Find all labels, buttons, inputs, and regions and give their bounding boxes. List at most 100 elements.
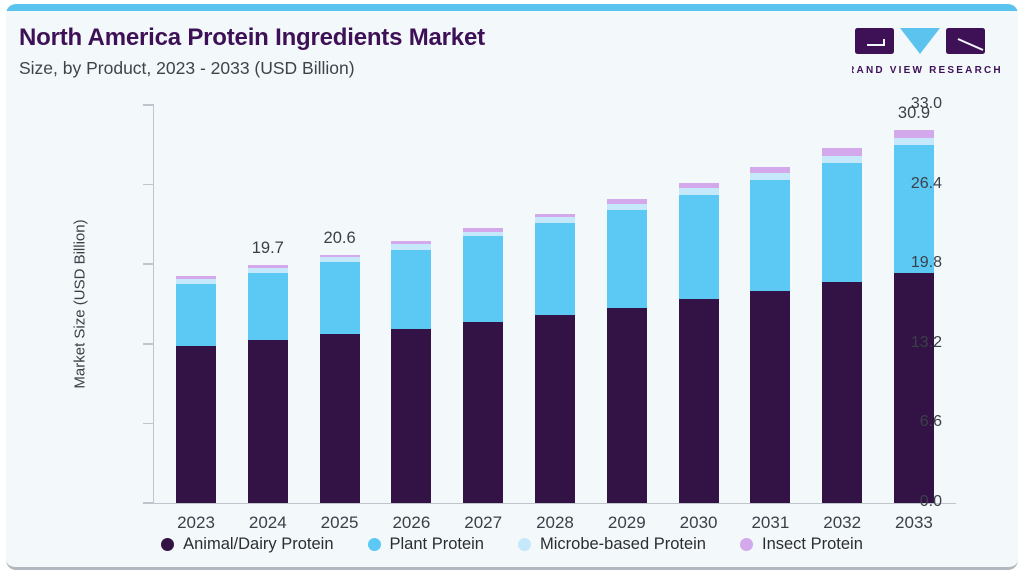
legend-dot-icon — [739, 538, 753, 551]
bar-segment — [822, 155, 863, 163]
bar-segment — [606, 209, 647, 308]
top-accent-stripe — [6, 4, 1018, 11]
bar-segment — [822, 162, 863, 283]
x-tick-label: 2024 — [248, 513, 287, 532]
page-title: North America Protein Ingredients Market — [19, 24, 485, 51]
y-tick-label: 26.4 — [910, 174, 942, 192]
bar-segment — [678, 188, 719, 196]
bar-segment — [534, 213, 575, 218]
bar-2033: 2033 30.9 — [893, 104, 934, 532]
bar-segment — [534, 223, 575, 315]
y-tick-label: 19.8 — [910, 254, 942, 272]
y-tick-mark — [143, 263, 154, 265]
legend-label: Animal/Dairy Protein — [183, 535, 334, 553]
y-axis-title: Market Size (USD Billion) — [71, 219, 89, 389]
y-tick-label: 6.6 — [919, 413, 942, 431]
bar-2026: 2026 — [391, 105, 432, 532]
bar-segment — [750, 166, 791, 173]
legend-dot-icon — [161, 538, 175, 551]
legend-dot-icon — [517, 538, 531, 551]
bar-segment — [893, 137, 934, 145]
bar-segment — [319, 261, 360, 335]
y-tick-label: 33.0 — [910, 95, 942, 112]
chart-area: Market Size (USD Billion) 2023 2024 19.7 20… — [6, 95, 1018, 532]
bar-segment — [534, 217, 575, 224]
bar-segment — [463, 236, 504, 323]
y-tick-label: 0.0 — [919, 493, 942, 510]
x-tick-label: 2027 — [464, 513, 503, 532]
bar-segment — [319, 254, 360, 257]
chart-header: North America Protein Ingredients Market… — [19, 24, 485, 79]
bar-2027: 2027 — [463, 105, 504, 532]
bar-segment — [176, 276, 216, 279]
bar-segment — [750, 172, 791, 180]
bar-segment — [176, 283, 216, 347]
legend-dot-icon — [367, 538, 381, 551]
x-tick-label: 2028 — [536, 513, 574, 532]
legend-label: Insect Protein — [761, 535, 863, 553]
legend-item: Microbe-based Protein — [517, 535, 706, 554]
x-tick-label: 2033 — [895, 513, 933, 532]
bar-segment — [750, 179, 791, 291]
bar-segment — [176, 278, 216, 284]
bar-segment — [893, 272, 934, 503]
bar-segment — [463, 231, 504, 237]
bar-2030: 2030 — [678, 105, 719, 532]
bar-2031: 2031 — [750, 105, 791, 532]
bar-segment — [391, 241, 432, 244]
bar-segment — [319, 256, 360, 262]
x-tick-label: 2026 — [392, 513, 431, 532]
legend: Animal/Dairy Protein Plant Protein Microbe… — [6, 535, 1018, 554]
bar-2028: 2028 — [534, 105, 575, 532]
bar-2024: 2024 19.7 — [247, 105, 288, 532]
bar-2032: 2032 — [822, 105, 863, 532]
legend-label: Microbe-based Protein — [539, 535, 706, 553]
x-tick-label: 2031 — [751, 513, 790, 532]
bar-segment — [176, 346, 216, 503]
page-subtitle: Size, by Product, 2023 - 2033 (USD Billi… — [19, 58, 355, 78]
x-tick-label: 2023 — [177, 513, 215, 532]
bar-segment — [678, 299, 719, 503]
bar-segment — [678, 195, 719, 300]
bar-total-label: 20.6 — [323, 228, 356, 247]
bar-segment — [606, 307, 647, 503]
bars-row: 2023 2024 19.7 2025 20.6 2026 2027 2028 2029 2030… — [154, 104, 956, 532]
bar-2023: 2023 — [176, 105, 216, 532]
legend-item: Animal/Dairy Protein — [161, 535, 334, 554]
legend-item: Plant Protein — [367, 535, 484, 554]
report-card: North America Protein Ingredients Market… — [6, 4, 1018, 570]
bar-segment — [463, 322, 504, 503]
gvr-logo-icon: GRAND VIEW RESEARCH — [837, 28, 1001, 76]
bar-segment — [606, 199, 647, 204]
y-tick-mark — [143, 502, 154, 504]
x-tick-label: 2032 — [823, 513, 862, 532]
bar-segment — [463, 228, 504, 232]
x-tick-label: 2029 — [607, 513, 646, 532]
bar-total-label: 30.9 — [897, 104, 931, 123]
bar-segment — [247, 272, 288, 341]
bar-segment — [822, 282, 863, 503]
bar-segment — [822, 148, 863, 156]
bar-segment — [247, 340, 288, 503]
legend-item: Insect Protein — [739, 535, 863, 554]
y-tick-mark — [143, 183, 154, 186]
y-tick-label: 13.2 — [910, 333, 942, 351]
bar-segment — [391, 249, 432, 330]
bar-segment — [247, 265, 288, 268]
bar-segment — [606, 203, 647, 210]
bar-2029: 2029 — [606, 105, 647, 532]
bar-segment — [391, 243, 432, 250]
bar-2025: 2025 20.6 — [319, 105, 360, 532]
x-tick-label: 2030 — [679, 513, 718, 532]
logo-text: GRAND VIEW RESEARCH — [852, 65, 1000, 76]
bar-segment — [678, 183, 719, 189]
grand-view-research-logo: GRAND VIEW RESEARCH — [837, 26, 1001, 83]
bar-segment — [534, 314, 575, 503]
bar-segment — [319, 334, 360, 503]
y-tick-mark — [143, 343, 154, 345]
y-tick-mark — [143, 422, 154, 425]
bar-total-label: 19.7 — [251, 239, 284, 258]
bar-segment — [750, 290, 791, 503]
bar-segment — [893, 144, 934, 273]
x-tick-label: 2025 — [320, 513, 359, 532]
